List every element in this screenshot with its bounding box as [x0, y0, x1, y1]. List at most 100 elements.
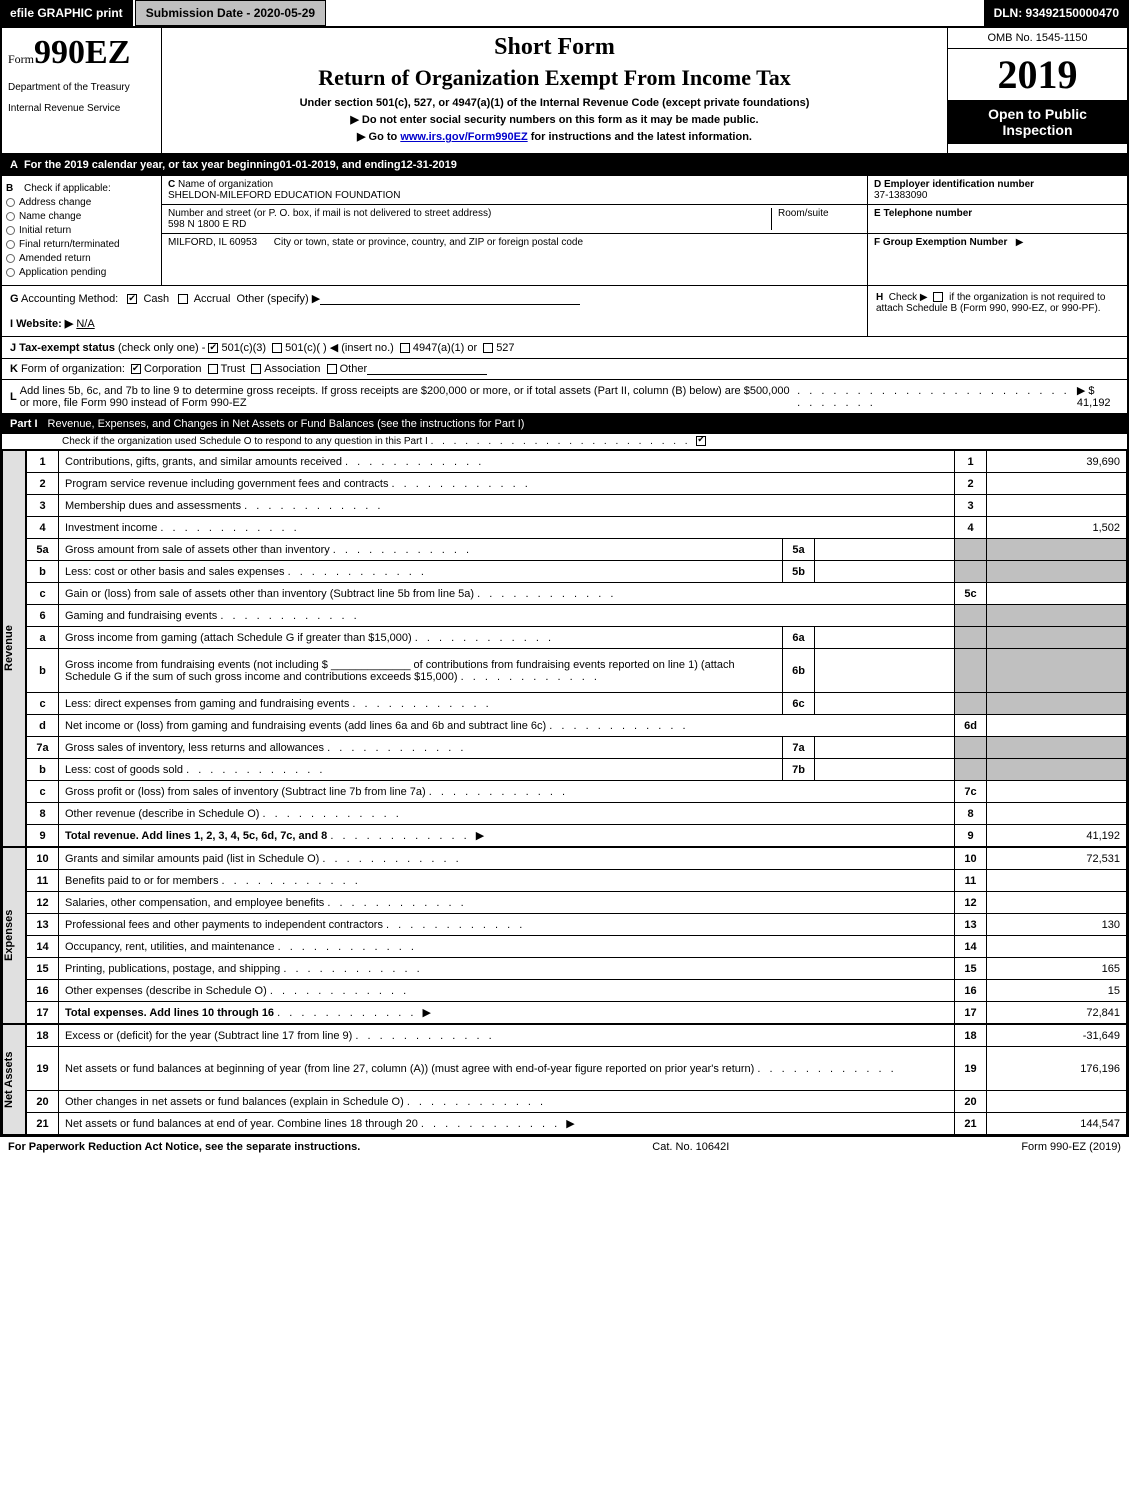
right-line-value [987, 495, 1127, 517]
right-line-value [987, 936, 1127, 958]
line-description: Less: cost of goods sold . . . . . . . .… [59, 759, 783, 781]
section-bcdef: B Check if applicable: Address change Na… [2, 176, 1127, 286]
k-corp-checkbox[interactable] [131, 364, 141, 374]
c-city-label: City or town, state or province, country… [274, 237, 583, 248]
short-form-title: Short Form [168, 34, 941, 61]
part1-header: Part I Revenue, Expenses, and Changes in… [2, 414, 1127, 434]
j-501c-checkbox[interactable] [272, 343, 282, 353]
table-row: bLess: cost of goods sold . . . . . . . … [27, 759, 1127, 781]
g-cash: Cash [143, 293, 169, 305]
right-line-number: 20 [955, 1091, 987, 1113]
line-number: c [27, 693, 59, 715]
omb-number: OMB No. 1545-1150 [948, 28, 1127, 49]
line-number: 5a [27, 539, 59, 561]
form-990ez: 990EZ [34, 34, 130, 71]
footer-mid: Cat. No. 10642I [652, 1141, 729, 1153]
line-number: b [27, 649, 59, 693]
l-text: Add lines 5b, 6c, and 7b to line 9 to de… [20, 385, 794, 409]
right-line-number: 13 [955, 914, 987, 936]
right-line-value: 39,690 [987, 451, 1127, 473]
line-description: Less: cost or other basis and sales expe… [59, 561, 783, 583]
part1-sub-checkbox[interactable] [696, 436, 706, 446]
table-row: cGain or (loss) from sale of assets othe… [27, 583, 1127, 605]
line-number: 11 [27, 870, 59, 892]
right-line-value [987, 737, 1127, 759]
revenue-side-label: Revenue [2, 450, 26, 847]
a-text-prefix: For the 2019 calendar year, or tax year … [24, 159, 280, 171]
f-cell: F Group Exemption Number ▶ [868, 234, 1127, 251]
line-number: 8 [27, 803, 59, 825]
b-amended-return[interactable]: Amended return [6, 253, 157, 264]
right-line-value [987, 605, 1127, 627]
right-line-value [987, 715, 1127, 737]
line-description: Program service revenue including govern… [59, 473, 955, 495]
g-text: Accounting Method: [21, 293, 118, 305]
line-description: Benefits paid to or for members . . . . … [59, 870, 955, 892]
efile-print-button[interactable]: efile GRAPHIC print [0, 0, 135, 26]
right-line-value: 41,192 [987, 825, 1127, 847]
footer-left: For Paperwork Reduction Act Notice, see … [8, 1141, 360, 1153]
g-cash-checkbox[interactable] [127, 294, 137, 304]
right-line-value [987, 583, 1127, 605]
k-trust-checkbox[interactable] [208, 364, 218, 374]
checkbox-icon [6, 254, 15, 263]
right-line-number: 18 [955, 1025, 987, 1047]
k-other-checkbox[interactable] [327, 364, 337, 374]
j-527-checkbox[interactable] [483, 343, 493, 353]
right-line-number: 14 [955, 936, 987, 958]
form-header: Form990EZ Department of the Treasury Int… [2, 28, 1127, 155]
right-line-value [987, 561, 1127, 583]
line-l: L Add lines 5b, 6c, and 7b to line 9 to … [2, 380, 1127, 414]
i-value: N/A [76, 318, 94, 330]
right-line-number: 1 [955, 451, 987, 473]
table-row: 10Grants and similar amounts paid (list … [27, 848, 1127, 870]
b-name-change[interactable]: Name change [6, 211, 157, 222]
line-number: b [27, 759, 59, 781]
mid-line-value [815, 759, 955, 781]
return-of-title: Return of Organization Exempt From Incom… [168, 65, 941, 91]
b-address-change[interactable]: Address change [6, 197, 157, 208]
j-4947-checkbox[interactable] [400, 343, 410, 353]
b-initial-return[interactable]: Initial return [6, 225, 157, 236]
j-501c3-checkbox[interactable] [208, 343, 218, 353]
b-final-return[interactable]: Final return/terminated [6, 239, 157, 250]
b-application-pending[interactable]: Application pending [6, 267, 157, 278]
line-number: 19 [27, 1047, 59, 1091]
line-j: J Tax-exempt status (check only one) - 5… [2, 337, 1127, 359]
k-label: K [10, 363, 18, 375]
right-line-number: 12 [955, 892, 987, 914]
j-527: 527 [496, 342, 514, 354]
right-line-number: 7c [955, 781, 987, 803]
h-checkbox[interactable] [933, 292, 943, 302]
part1-label: Part I [10, 418, 38, 430]
k-corp: Corporation [144, 363, 201, 375]
dept-irs: Internal Revenue Service [8, 103, 155, 114]
right-line-number [955, 605, 987, 627]
k-assoc-checkbox[interactable] [251, 364, 261, 374]
line-description: Gross income from gaming (attach Schedul… [59, 627, 783, 649]
go-to-link[interactable]: www.irs.gov/Form990EZ [400, 131, 527, 143]
i-label: I Website: ▶ [10, 318, 73, 330]
table-row: dNet income or (loss) from gaming and fu… [27, 715, 1127, 737]
header-left: Form990EZ Department of the Treasury Int… [2, 28, 162, 153]
table-row: bLess: cost or other basis and sales exp… [27, 561, 1127, 583]
line-number: 9 [27, 825, 59, 847]
g-accrual-checkbox[interactable] [178, 294, 188, 304]
l-amount: ▶ $ 41,192 [1077, 384, 1119, 409]
h-cell: H Check ▶ if the organization is not req… [867, 286, 1127, 336]
table-row: 8Other revenue (describe in Schedule O) … [27, 803, 1127, 825]
k-other: Other [340, 363, 368, 375]
line-number: 2 [27, 473, 59, 495]
form-prefix: Form [8, 52, 34, 66]
line-description: Total expenses. Add lines 10 through 16 … [59, 1002, 955, 1024]
right-line-number: 8 [955, 803, 987, 825]
table-row: 16Other expenses (describe in Schedule O… [27, 980, 1127, 1002]
h-label: H [876, 292, 883, 303]
mid-line-number: 5a [783, 539, 815, 561]
right-line-number [955, 539, 987, 561]
line-description: Less: direct expenses from gaming and fu… [59, 693, 783, 715]
line-number: 15 [27, 958, 59, 980]
top-bar: efile GRAPHIC print Submission Date - 20… [0, 0, 1129, 26]
line-description: Professional fees and other payments to … [59, 914, 955, 936]
line-description: Membership dues and assessments . . . . … [59, 495, 955, 517]
